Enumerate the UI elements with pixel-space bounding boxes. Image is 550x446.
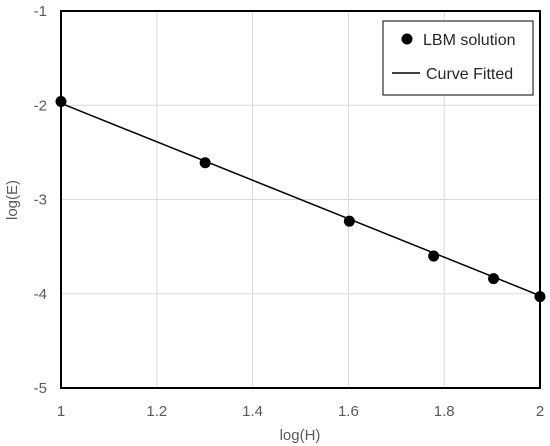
x-axis-title: log(H)	[280, 427, 321, 444]
lbm-solution-point	[343, 215, 355, 227]
x-tick-label: 2	[536, 403, 544, 420]
legend: LBM solution Curve Fitted	[382, 20, 534, 96]
tick-labels: 1 1.2 1.4 1.6 1.8 2 -1 -2 -3 -4 -5	[34, 3, 545, 420]
lbm-solution-point	[428, 250, 440, 262]
x-tick-label: 1.6	[338, 403, 359, 420]
y-tick-label: -1	[34, 3, 47, 20]
x-tick-label: 1	[57, 403, 65, 420]
y-axis-title: log(E)	[4, 180, 21, 220]
y-tick-label: -5	[34, 380, 47, 397]
legend-label-curve-fitted: Curve Fitted	[426, 66, 513, 83]
curve-fitted-line	[60, 102, 541, 297]
legend-label-lbm-solution: LBM solution	[423, 32, 516, 49]
plot-series	[55, 95, 546, 303]
x-tick-label: 1.8	[434, 403, 455, 420]
lbm-solution-point	[488, 273, 500, 285]
plot-frame	[60, 10, 541, 389]
x-tick-label: 1.2	[146, 403, 167, 420]
lbm-solution-point	[199, 157, 211, 169]
y-tick-label: -3	[34, 192, 47, 209]
x-tick-label: 1.4	[242, 403, 263, 420]
legend-box	[382, 20, 534, 96]
legend-marker-lbm-solution	[401, 33, 413, 45]
y-tick-label: -4	[34, 286, 47, 303]
y-tick-label: -2	[34, 97, 47, 114]
